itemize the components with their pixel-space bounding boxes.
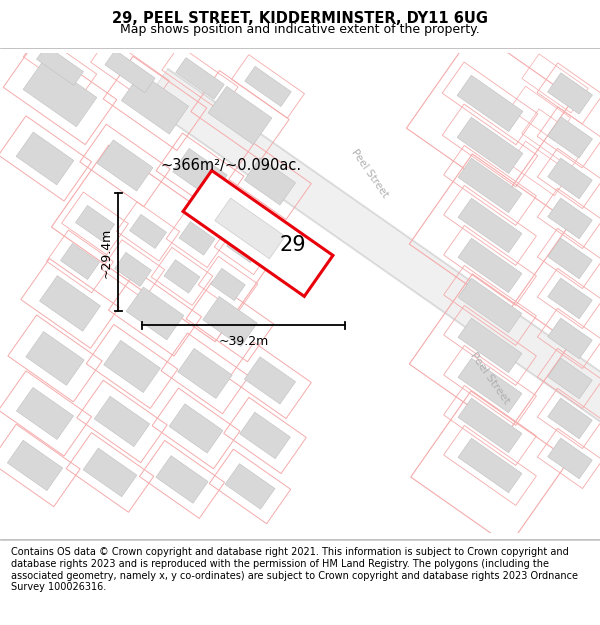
Polygon shape [458, 318, 522, 372]
Polygon shape [176, 58, 224, 99]
Polygon shape [61, 243, 100, 279]
Polygon shape [23, 60, 97, 127]
Polygon shape [211, 268, 245, 301]
Polygon shape [37, 46, 83, 86]
Polygon shape [458, 358, 522, 412]
Polygon shape [76, 206, 115, 241]
Polygon shape [94, 396, 150, 447]
Text: ~366m²/~0.090ac.: ~366m²/~0.090ac. [160, 158, 301, 173]
Polygon shape [179, 222, 215, 255]
Text: ~39.2m: ~39.2m [218, 336, 269, 349]
Polygon shape [245, 66, 291, 106]
Text: Map shows position and indicative extent of the property.: Map shows position and indicative extent… [120, 23, 480, 36]
Polygon shape [144, 68, 600, 459]
Polygon shape [239, 412, 290, 459]
Polygon shape [173, 148, 227, 199]
Polygon shape [40, 276, 100, 331]
Polygon shape [104, 341, 160, 392]
Polygon shape [548, 358, 592, 399]
Polygon shape [458, 198, 522, 252]
Text: ~29.4m: ~29.4m [100, 228, 113, 278]
Polygon shape [208, 86, 272, 144]
Polygon shape [7, 440, 63, 491]
Polygon shape [178, 348, 232, 399]
Text: 29, PEEL STREET, KIDDERMINSTER, DY11 6UG: 29, PEEL STREET, KIDDERMINSTER, DY11 6UG [112, 11, 488, 26]
Polygon shape [121, 73, 188, 134]
Polygon shape [227, 230, 262, 262]
Polygon shape [548, 438, 592, 479]
Polygon shape [164, 260, 200, 293]
Polygon shape [457, 75, 523, 132]
Polygon shape [458, 238, 522, 292]
Polygon shape [16, 132, 74, 185]
Polygon shape [548, 318, 592, 359]
Polygon shape [203, 296, 257, 346]
Polygon shape [183, 171, 333, 296]
Polygon shape [225, 464, 275, 509]
Text: 29: 29 [279, 236, 306, 256]
Polygon shape [215, 198, 285, 259]
Polygon shape [16, 388, 74, 439]
Polygon shape [548, 117, 592, 158]
Polygon shape [458, 278, 522, 332]
Polygon shape [548, 398, 592, 439]
Polygon shape [26, 331, 84, 386]
Polygon shape [169, 404, 223, 453]
Polygon shape [105, 50, 155, 92]
Polygon shape [548, 198, 592, 239]
Polygon shape [548, 278, 592, 319]
Polygon shape [115, 253, 151, 286]
Polygon shape [457, 118, 523, 174]
Text: Contains OS data © Crown copyright and database right 2021. This information is : Contains OS data © Crown copyright and d… [11, 548, 578, 592]
Polygon shape [458, 438, 522, 493]
Text: Peel Street: Peel Street [350, 148, 391, 199]
Polygon shape [130, 214, 166, 249]
Polygon shape [156, 456, 208, 503]
Polygon shape [83, 448, 137, 497]
Polygon shape [458, 398, 522, 452]
Polygon shape [244, 158, 296, 205]
Polygon shape [97, 140, 153, 191]
Text: Peel Street: Peel Street [469, 351, 512, 406]
Polygon shape [458, 158, 522, 212]
Polygon shape [244, 357, 296, 404]
Polygon shape [126, 287, 184, 340]
Polygon shape [548, 158, 592, 199]
Polygon shape [548, 238, 592, 279]
Polygon shape [548, 72, 592, 114]
